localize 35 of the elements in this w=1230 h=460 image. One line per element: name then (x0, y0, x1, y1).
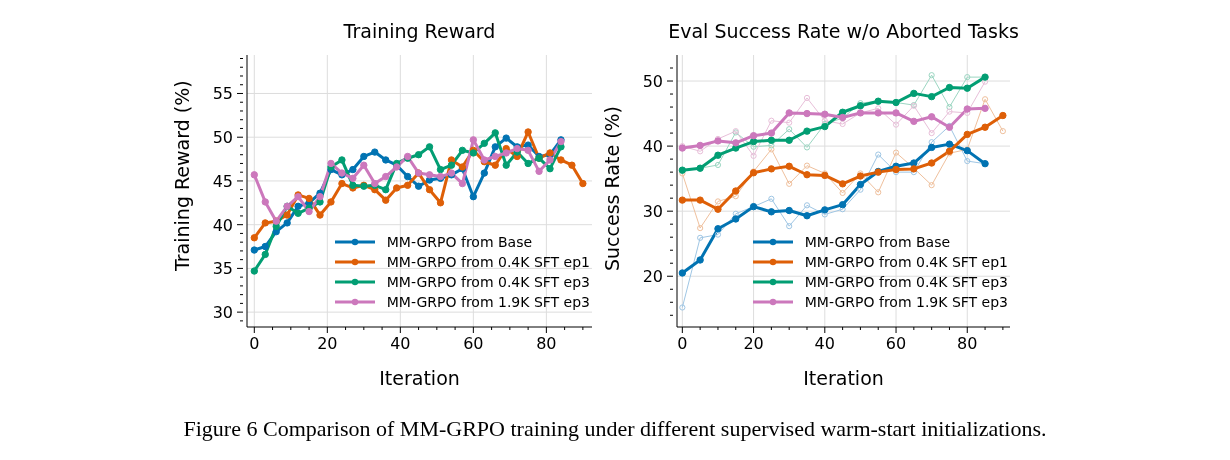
x-tick-label: 40 (390, 334, 411, 353)
y-tick-label: 50 (642, 72, 663, 92)
y-tick-label: 20 (642, 267, 663, 287)
x-tick-label: 20 (317, 334, 338, 353)
y-tick-label: 30 (212, 303, 233, 323)
caption: Figure 6 Comparison of MM-GRPO training under different supervised warm-start initializations. (182, 416, 1048, 442)
legend-label: MM-GRPO from Base (386, 233, 533, 252)
x-tick-label: 0 (677, 334, 688, 353)
x-tick-label: 40 (814, 334, 835, 353)
legend-label: MM-GRPO from 1.9K SFT ep3 (804, 293, 1008, 312)
y-tick-label: 50 (212, 128, 233, 148)
x-tick-label: 60 (463, 334, 484, 353)
y-tick-label: 40 (642, 137, 663, 157)
x-tick-label: 80 (536, 334, 557, 353)
y-axis-title: Success Rate (%) (600, 105, 623, 271)
legend-label: MM-GRPO from Base (804, 233, 951, 252)
x-tick-label: 60 (885, 334, 907, 353)
y-tick-label: 55 (212, 84, 233, 104)
legend-label: MM-GRPO from 0.4K SFT ep3 (804, 273, 1008, 292)
x-tick-label: 20 (743, 334, 764, 353)
legend-label: MM-GRPO from 0.4K SFT ep1 (804, 253, 1008, 272)
legend-label: MM-GRPO from 0.4K SFT ep1 (386, 253, 590, 272)
x-tick-label: 0 (249, 334, 260, 353)
y-tick-label: 45 (212, 171, 233, 191)
y-tick-label: 40 (212, 215, 233, 235)
y-axis-title: Training Reward (%) (170, 80, 193, 272)
y-tick-label: 35 (212, 259, 233, 279)
x-axis-title: Iteration (803, 367, 884, 389)
legend-label: MM-GRPO from 0.4K SFT ep3 (386, 273, 590, 292)
legend-label: MM-GRPO from 1.9K SFT ep3 (386, 293, 590, 312)
y-tick-label: 30 (642, 202, 663, 222)
x-tick-label: 80 (957, 334, 978, 353)
chart-title: Eval Success Rate w/o Aborted Tasks (667, 20, 1020, 42)
chart-title: Training Reward (342, 20, 497, 42)
x-axis-title: Iteration (379, 367, 460, 389)
